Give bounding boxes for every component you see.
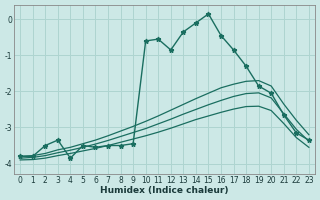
X-axis label: Humidex (Indice chaleur): Humidex (Indice chaleur) xyxy=(100,186,229,195)
